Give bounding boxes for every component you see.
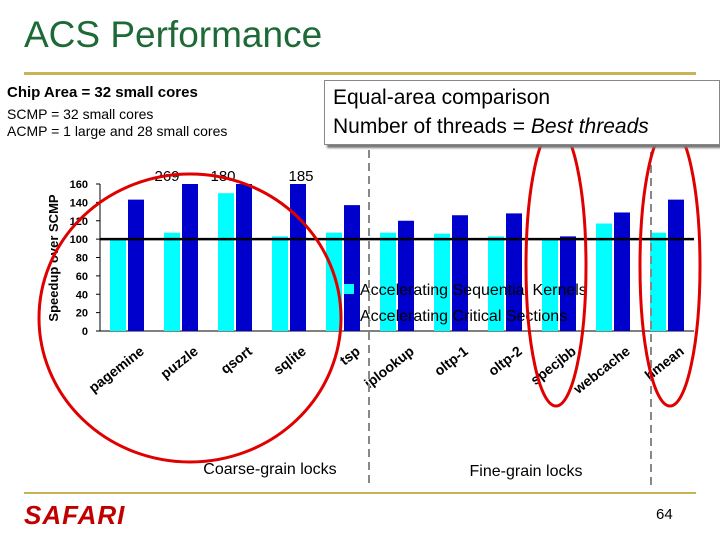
scmp-config-label: SCMP = 32 small cores [7,106,154,122]
x-tick-label-oltp-1: oltp-1 [431,343,471,379]
bar-sequential-puzzle [164,232,180,331]
bar-critical-qsort [236,184,252,331]
bar-sequential-tsp [326,232,342,331]
y-tick-label: 100 [70,234,88,246]
legend-swatch-critical [344,310,354,320]
bar-sequential-iplookup [380,232,396,331]
comparison-box: Equal-area comparison Number of threads … [324,80,720,145]
bar-sequential-qsort [218,193,234,331]
bar-critical-iplookup [398,220,414,331]
bar-sequential-pagemine [110,239,126,331]
page-number: 64 [656,506,673,523]
legend-label-sequential: Accelerating Sequential Kernels [360,282,587,299]
bar-critical-hmean [668,199,684,331]
x-tick-label-puzzle: puzzle [157,343,201,382]
y-tick-label: 160 [70,179,88,191]
y-tick-label: 20 [76,308,88,320]
slide-title: ACS Performance [24,14,323,55]
bar-critical-specjbb [560,236,576,331]
y-tick-label: 140 [70,197,88,209]
y-tick-label: 40 [76,289,88,301]
acmp-config-label: ACMP = 1 large and 28 small cores [7,123,228,139]
bar-critical-sqlite [290,184,306,331]
bar-critical-oltp-2 [506,213,522,331]
y-tick-label: 80 [76,253,88,265]
bar-sequential-oltp-1 [434,233,450,331]
footer-rule [24,492,696,494]
bar-sequential-webcache [596,223,612,331]
chip-area-label: Chip Area = 32 small cores [7,84,198,101]
coarse-grain-highlight-ellipse [37,172,343,464]
comparison-line-2: Number of threads = Best threads [333,115,649,139]
bar-sequential-oltp-2 [488,236,504,331]
x-tick-label-tsp: tsp [336,343,362,369]
bar-sequential-specjbb [542,239,558,331]
overflow-label-sqlite: 185 [288,168,313,185]
legend-swatch-sequential [344,284,354,294]
y-tick-label: 0 [82,326,88,338]
bar-critical-pagemine [128,199,144,331]
bar-sequential-sqlite [272,236,288,331]
bar-critical-webcache [614,212,630,331]
x-tick-label-pagemine: pagemine [85,343,147,396]
bar-critical-oltp-1 [452,215,468,331]
comparison-line-1: Equal-area comparison [333,86,551,109]
title-rule [24,72,696,75]
fine-grain-label: Fine-grain locks [470,463,583,480]
legend-label-critical: Accelerating Critical Sections [360,308,567,325]
x-tick-label-sqlite: sqlite [270,343,309,378]
comparison-line-2-emphasis: Best threads [530,115,649,138]
bar-sequential-hmean [650,232,666,331]
x-tick-label-oltp-2: oltp-2 [485,343,525,379]
comparison-line-2-prefix: Number of threads = [333,115,531,138]
bar-critical-tsp [344,205,360,331]
safari-logo: SAFARI [24,500,126,530]
coarse-grain-label: Coarse-grain locks [203,461,336,478]
x-tick-label-qsort: qsort [217,343,255,377]
y-tick-label: 60 [76,271,88,283]
bar-critical-puzzle [182,184,198,331]
